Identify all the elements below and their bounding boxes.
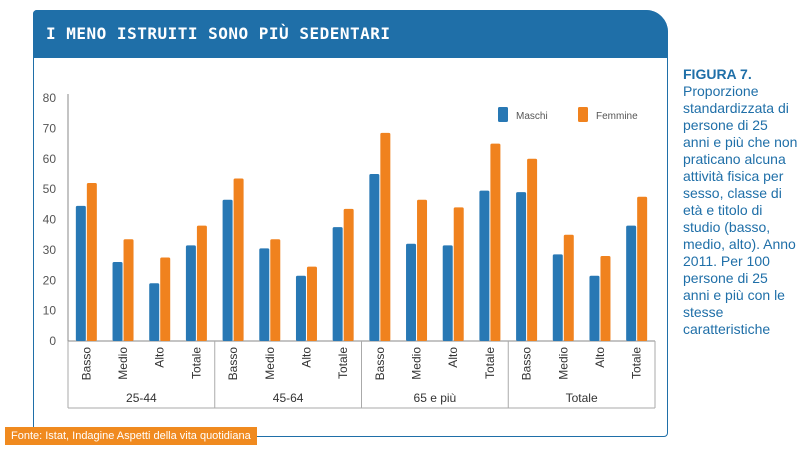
bar-maschi (75, 205, 86, 341)
bar-maschi (626, 225, 637, 341)
category-label: Medio (263, 347, 277, 380)
bar-femmine (233, 178, 244, 341)
bar-maschi (149, 283, 160, 341)
bar-femmine (123, 239, 134, 341)
legend-swatch-femmine (578, 107, 588, 122)
bar-maschi (552, 254, 563, 341)
category-label: Alto (446, 347, 460, 368)
group-label: 25-44 (126, 391, 157, 405)
y-tick-label: 0 (49, 334, 56, 348)
category-label: Alto (299, 347, 313, 368)
category-label: Medio (556, 347, 570, 380)
bar-maschi (442, 245, 453, 341)
source-note: Fonte: Istat, Indagine Aspetti della vit… (5, 427, 257, 445)
bar-femmine (160, 257, 171, 341)
category-label: Totale (630, 347, 644, 379)
y-tick-label: 60 (43, 152, 57, 166)
legend-label: Femmine (596, 111, 638, 122)
category-label: Totale (336, 347, 350, 379)
category-label: Medio (116, 347, 130, 380)
bar-maschi (479, 190, 490, 341)
y-tick-label: 20 (43, 273, 57, 287)
legend-label: Maschi (516, 111, 548, 122)
bar-maschi (332, 227, 343, 341)
figure-caption: FIGURA 7. Proporzione standardizzata di … (683, 66, 798, 338)
bar-maschi (259, 248, 270, 341)
category-label: Medio (410, 347, 424, 380)
title-bar (33, 10, 668, 58)
bar-maschi (222, 199, 233, 341)
bar-femmine (196, 225, 207, 341)
group-label: 65 e più (414, 391, 457, 405)
bar-femmine (270, 239, 281, 341)
y-tick-label: 10 (43, 304, 57, 318)
bar-femmine (563, 234, 574, 341)
group-label: Totale (566, 391, 598, 405)
bar-maschi (112, 262, 123, 341)
bar-femmine (453, 207, 464, 341)
bar-femmine (86, 183, 97, 341)
y-tick-label: 80 (43, 91, 57, 105)
bar-maschi (295, 275, 306, 341)
bar-maschi (406, 243, 417, 341)
bar-femmine (380, 132, 391, 341)
bar-femmine (490, 143, 501, 341)
group-label: 45-64 (273, 391, 304, 405)
category-label: Basso (79, 347, 93, 381)
legend-swatch-maschi (498, 107, 508, 122)
bar-femmine (600, 255, 611, 341)
y-tick-label: 70 (43, 121, 57, 135)
bar-maschi (369, 173, 380, 341)
bar-maschi (516, 192, 527, 341)
y-tick-label: 40 (43, 213, 57, 227)
y-tick-label: 30 (43, 243, 57, 257)
bar-femmine (417, 199, 428, 341)
bar-maschi (185, 245, 196, 341)
category-label: Alto (153, 347, 167, 368)
category-label: Totale (483, 347, 497, 379)
bar-femmine (306, 266, 317, 341)
category-label: Basso (373, 347, 387, 381)
figure-description: Proporzione standardizzata di persone di… (683, 83, 798, 337)
category-label: Basso (226, 347, 240, 381)
chart-title: I MENO ISTRUITI SONO PIÙ SEDENTARI (46, 24, 391, 43)
category-label: Basso (520, 347, 534, 381)
bar-femmine (527, 158, 538, 341)
figure-number: FIGURA 7. (683, 66, 752, 82)
category-label: Alto (593, 347, 607, 368)
bar-femmine (343, 208, 354, 341)
y-tick-label: 50 (43, 182, 57, 196)
bar-femmine (637, 196, 648, 341)
category-label: Totale (189, 347, 203, 379)
bar-maschi (589, 275, 600, 341)
